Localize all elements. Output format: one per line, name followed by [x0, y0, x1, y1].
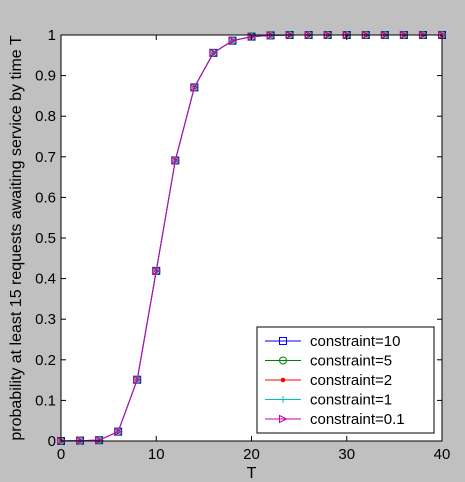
- legend-entry: constraint=2: [265, 372, 392, 389]
- data-point: [152, 266, 161, 276]
- legend: constraint=10 constraint=5 constraint=2 con…: [256, 326, 435, 434]
- y-tick-label: 0.5: [35, 230, 56, 247]
- y-tick-label: 0.3: [35, 311, 56, 328]
- y-tick-label: 1: [48, 27, 56, 44]
- legend-entry: constraint=0.1: [265, 411, 405, 428]
- data-point: [171, 156, 180, 165]
- x-tick-label: 20: [243, 446, 260, 463]
- y-tick-label: 0.8: [35, 108, 56, 125]
- x-axis-label: T: [247, 465, 257, 482]
- legend-label: constraint=0.1: [310, 411, 405, 428]
- data-point: [228, 36, 238, 45]
- data-point: [133, 375, 142, 385]
- legend-entry: constraint=10: [265, 333, 400, 350]
- y-tick-label: 0.7: [35, 149, 56, 166]
- y-axis-label: probability at least 15 requests awaitin…: [8, 35, 25, 440]
- y-tick-label: 0.4: [35, 271, 56, 288]
- data-point: [209, 48, 219, 58]
- x-tick-label: 40: [434, 446, 451, 463]
- legend-label: constraint=10: [310, 333, 400, 350]
- legend-entry: constraint=1: [265, 392, 392, 409]
- legend-marker: [279, 356, 287, 365]
- data-point: [114, 427, 123, 436]
- y-tick-label: 0.2: [35, 352, 56, 369]
- y-tick-label: 0.9: [35, 68, 56, 85]
- legend-label: constraint=5: [310, 353, 392, 370]
- x-tick-label: 10: [148, 446, 165, 463]
- x-tick-label: 0: [57, 446, 65, 463]
- data-point: [190, 83, 199, 92]
- legend-entry: constraint=5: [265, 353, 392, 370]
- y-tick-label: 0: [48, 433, 56, 450]
- y-tick-label: 0.1: [35, 392, 56, 409]
- y-tick-label: 0.6: [35, 189, 56, 206]
- legend-marker: [280, 377, 286, 383]
- legend-marker: [279, 396, 287, 403]
- data-point: [95, 435, 104, 445]
- ticks-layer: 0 10 20 30 40 0 0.1 0.2 0.3 0.4 0.5 0.6 0.7 0.8 0.9 1: [35, 27, 450, 463]
- legend-label: constraint=1: [310, 392, 392, 409]
- legend-marker: [279, 414, 288, 424]
- legend-marker: [279, 337, 287, 345]
- legend-label: constraint=2: [310, 372, 392, 389]
- x-tick-label: 30: [338, 446, 355, 463]
